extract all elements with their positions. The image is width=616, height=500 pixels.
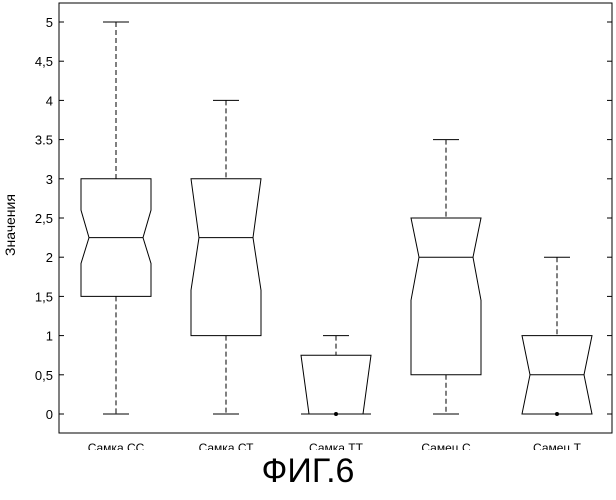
notched-box	[191, 179, 261, 336]
y-tick-label: 2	[46, 250, 53, 265]
box-group	[522, 257, 592, 416]
x-category-label: Самец Т	[533, 441, 582, 450]
y-tick-label: 0,5	[35, 368, 53, 383]
box-group	[411, 140, 481, 414]
y-axis-ticks: 0 0,5 1 1,5 2 2,5 3 3.5 4 4,5 5	[35, 15, 612, 422]
box-group	[301, 336, 371, 416]
x-category-label: Самка СС	[88, 441, 145, 450]
y-tick-label: 4,5	[35, 54, 53, 69]
x-category-label: Самка ТТ	[309, 441, 364, 450]
x-axis-category-labels: Самка СС Самка СТ Самка ТТ Самец С Самец Т	[88, 441, 582, 450]
box-group	[81, 22, 151, 414]
y-tick-label: 3	[46, 172, 53, 187]
x-category-label: Самка СТ	[199, 441, 255, 450]
notched-box	[411, 218, 481, 375]
y-tick-label: 2,5	[35, 211, 53, 226]
box-series	[81, 22, 592, 416]
outlier-point	[334, 412, 338, 416]
outlier-point	[555, 412, 559, 416]
y-axis-label: Значения	[2, 194, 18, 256]
y-tick-label: 3.5	[35, 133, 53, 148]
y-tick-label: 0	[46, 407, 53, 422]
y-tick-label: 1,5	[35, 289, 53, 304]
notched-box	[301, 355, 371, 414]
y-tick-label: 1	[46, 329, 53, 344]
box-plot-chart: 00,511,522,533.544,55 Самка СССамка СТСа…	[0, 0, 616, 450]
box-group	[191, 100, 261, 414]
figure-caption: ФИГ.6	[0, 452, 616, 491]
x-category-label: Самец С	[421, 441, 471, 450]
y-tick-label: 5	[46, 15, 53, 30]
y-tick-label: 4	[46, 93, 53, 108]
